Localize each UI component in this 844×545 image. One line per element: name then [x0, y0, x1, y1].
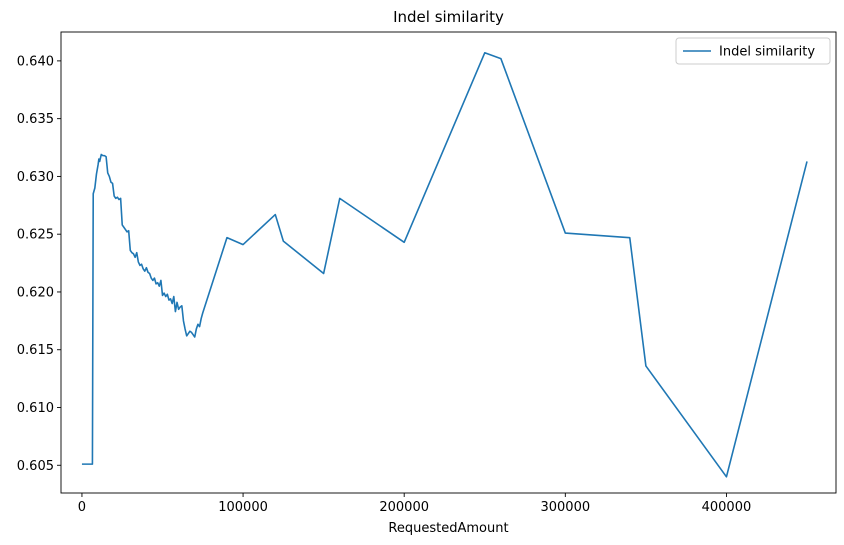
- x-tick-label-0: 0: [78, 500, 86, 515]
- y-tick-label-2: 0.615: [17, 343, 54, 358]
- y-tick-label-3: 0.620: [17, 285, 54, 300]
- x-tick-label-1: 100000: [218, 500, 268, 515]
- y-axis-ticks: 0.605 0.610 0.615 0.620 0.625 0.630 0.635 0.640: [17, 54, 61, 474]
- y-tick-label-5: 0.630: [17, 170, 54, 185]
- x-axis-ticks: 0 100000 200000 300000 400000: [78, 493, 751, 515]
- x-axis-label: RequestedAmount: [388, 521, 508, 536]
- y-tick-label-0: 0.605: [17, 459, 54, 474]
- legend-label: Indel similarity: [719, 45, 815, 60]
- x-tick-label-2: 200000: [379, 500, 429, 515]
- plot-area: [60, 31, 837, 494]
- chart-title: Indel similarity: [393, 8, 504, 26]
- y-tick-label-6: 0.635: [17, 112, 54, 127]
- y-tick-label-1: 0.610: [17, 401, 54, 416]
- legend-box: [675, 37, 831, 65]
- series-line-0: [81, 52, 808, 478]
- x-tick-label-4: 400000: [702, 500, 752, 515]
- y-tick-label-7: 0.640: [17, 54, 54, 69]
- y-tick-label-4: 0.625: [17, 228, 54, 243]
- x-tick-label-3: 300000: [540, 500, 590, 515]
- plot-frame: [60, 31, 837, 494]
- legend: Indel similarity: [675, 37, 831, 65]
